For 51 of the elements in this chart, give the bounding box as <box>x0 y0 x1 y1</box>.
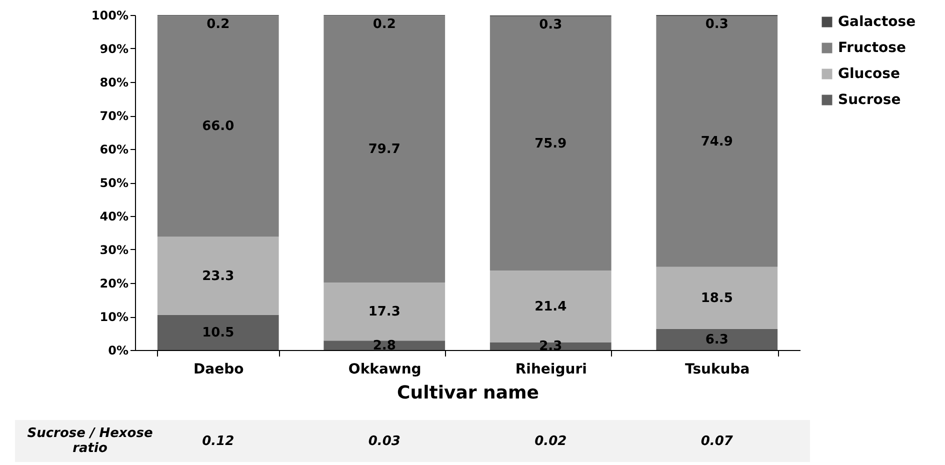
text: Sucrose / Hexose ratio <box>26 425 154 458</box>
text: 75.9 <box>534 136 567 152</box>
text: 0.07 <box>700 432 733 450</box>
text: 6.3 <box>705 332 728 348</box>
text: 21.4 <box>534 299 567 314</box>
bar <box>656 266 778 329</box>
text: 79.7 <box>368 142 400 158</box>
text: 23.3 <box>202 268 234 284</box>
bar <box>656 328 778 350</box>
y-tick-label: 10% <box>100 310 128 324</box>
legend-label: Fructose <box>838 40 906 56</box>
bar <box>157 236 279 315</box>
text: 0.3 <box>705 17 728 32</box>
bar <box>324 340 446 350</box>
y-tick-label: 80% <box>100 76 128 90</box>
text: 0.2 <box>206 17 230 32</box>
text: 17.3 <box>368 304 400 320</box>
y-tick-label: 90% <box>100 42 128 56</box>
text: 0.02 <box>534 432 567 450</box>
legend-label: Sucrose <box>838 92 901 108</box>
x-axis-title: Cultivar name <box>397 382 539 404</box>
bar <box>157 314 279 350</box>
y-tick-label: 100% <box>91 8 128 22</box>
text: 74.9 <box>700 134 733 150</box>
y-tick-label: 60% <box>100 142 128 156</box>
bar <box>324 282 446 341</box>
y-tick-label: 70% <box>100 109 128 123</box>
bar <box>324 16 446 283</box>
text: 0.12 <box>202 432 234 450</box>
text: 66.0 <box>202 119 234 134</box>
text: 0.03 <box>368 432 400 450</box>
y-tick-label: 50% <box>100 176 128 190</box>
y-tick-label: 40% <box>100 210 128 224</box>
x-tick-label: Daebo <box>194 362 244 378</box>
x-tick-label: Okkawng <box>348 362 422 378</box>
bar <box>490 16 612 271</box>
y-tick-label: 30% <box>100 243 128 257</box>
y-tick-label: 0% <box>108 344 128 358</box>
legend-label: Galactose <box>838 14 916 30</box>
text: 2.8 <box>372 338 396 354</box>
x-tick-label: Riheiguri <box>515 362 587 378</box>
bar <box>157 16 279 237</box>
text: 0.3 <box>539 17 562 32</box>
text: 0.2 <box>372 17 396 32</box>
text: 18.5 <box>700 290 733 306</box>
text: 10.5 <box>202 325 234 340</box>
x-tick-label: Tsukuba <box>685 362 750 378</box>
legend-label: Glucose <box>838 66 900 82</box>
bar <box>656 16 778 267</box>
y-tick-label: 20% <box>100 276 128 290</box>
text: 2.3 <box>539 339 562 354</box>
